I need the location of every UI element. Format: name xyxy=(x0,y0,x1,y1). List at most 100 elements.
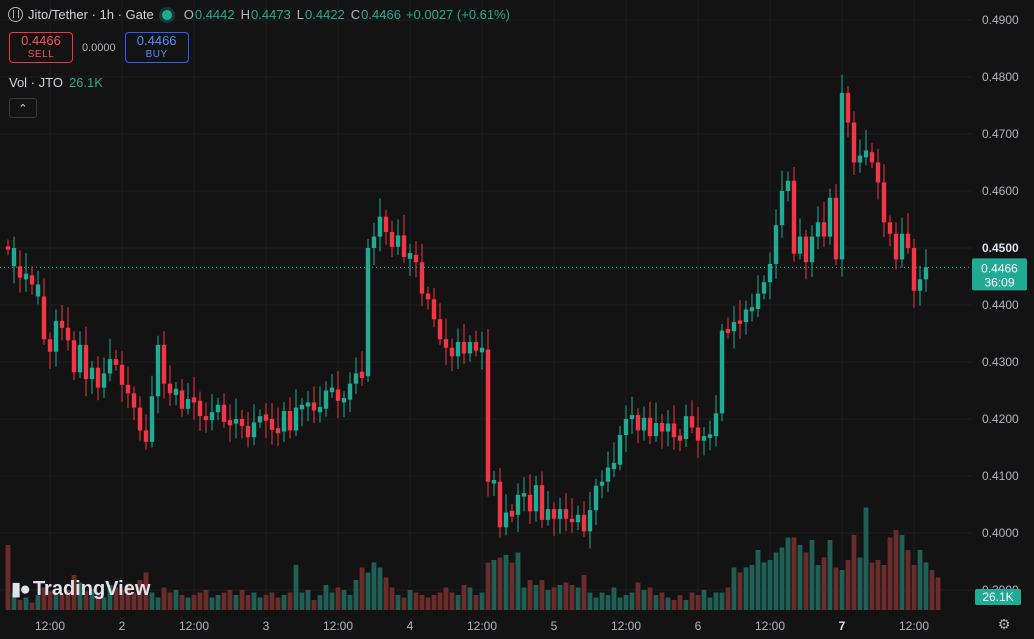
volume-bar xyxy=(131,592,137,610)
candle-body xyxy=(599,481,605,486)
candle-body xyxy=(509,510,515,517)
buy-button[interactable]: 0.4466 BUY xyxy=(124,32,189,63)
candle-body xyxy=(161,344,167,384)
volume-bar xyxy=(125,583,131,610)
volume-tag xyxy=(975,589,1021,605)
volume-bar xyxy=(587,592,593,610)
candle-body xyxy=(665,423,671,432)
volume-bar xyxy=(659,592,665,610)
x-tick-label: 12:00 xyxy=(611,619,641,633)
volume-bar xyxy=(473,595,479,610)
jito-coin-icon xyxy=(8,7,23,22)
chevron-up-icon[interactable]: ⌃ xyxy=(9,98,37,118)
volume-bar xyxy=(35,595,41,610)
open-value: 0.4442 xyxy=(194,7,235,22)
volume-bar xyxy=(317,595,323,610)
candle-body xyxy=(323,390,329,409)
candle-body xyxy=(305,402,311,407)
last-price-text: 0.4466 xyxy=(981,261,1018,275)
volume-legend[interactable]: Vol · JTO 26.1K xyxy=(9,75,103,90)
candle-body xyxy=(47,339,53,352)
volume-bar xyxy=(65,590,71,610)
volume-bar xyxy=(461,585,467,610)
candle-body xyxy=(71,340,77,373)
candle-body xyxy=(425,293,431,300)
symbol-title[interactable]: Jito/Tether · 1h · Gate xyxy=(28,7,154,22)
volume-bar xyxy=(695,595,701,610)
volume-bar xyxy=(533,585,539,610)
candle-body xyxy=(653,423,659,437)
candle-body xyxy=(575,514,581,523)
candle-body xyxy=(491,480,497,484)
volume-bar xyxy=(893,530,899,610)
spread-value: 0.0000 xyxy=(82,41,116,54)
candle-body xyxy=(401,235,407,258)
volume-bar xyxy=(119,590,125,610)
candle-body xyxy=(767,263,773,283)
volume-bar xyxy=(617,597,623,610)
candle-body xyxy=(713,413,719,437)
candle-body xyxy=(485,349,491,482)
volume-tag-text: 26.1K xyxy=(982,590,1013,604)
price-axis[interactable]: 0.4900 0.4800 0.4700 0.4600 0.4500 0.4400 0.43… xyxy=(982,13,1019,597)
candle-body xyxy=(239,419,245,426)
tradingview-logo[interactable]: ▮● TradingView xyxy=(11,578,150,601)
time-axis[interactable]: 12:00 2 12:00 3 12:00 4 12:00 5 12:00 6 12:00 7 12:0… xyxy=(35,619,929,633)
volume-bar xyxy=(863,507,869,610)
volume-bar xyxy=(557,585,563,610)
volume-bar xyxy=(233,595,239,610)
volume-bar xyxy=(23,597,29,610)
candle-body xyxy=(335,389,341,401)
candle-body xyxy=(11,247,17,267)
candle-body xyxy=(101,373,107,388)
y-tick-label: 0.4800 xyxy=(982,70,1019,84)
candle-body xyxy=(893,233,899,260)
candle-body xyxy=(17,266,23,278)
candle-body xyxy=(173,388,179,396)
candle-body xyxy=(5,246,11,250)
candle-body xyxy=(269,419,275,430)
volume-bar xyxy=(545,590,551,610)
candle-body xyxy=(773,225,779,264)
candle-body xyxy=(119,364,125,385)
volume-bar xyxy=(935,577,941,610)
volume-bar xyxy=(887,537,893,610)
candle-body xyxy=(809,236,815,263)
candle-body xyxy=(827,197,833,237)
gear-icon[interactable]: ⚙ xyxy=(997,616,1011,632)
volume-bar xyxy=(827,540,833,610)
volume-bar xyxy=(731,567,737,610)
candle-body xyxy=(299,404,305,410)
volume-bar xyxy=(257,597,263,610)
volume-bar xyxy=(407,590,413,610)
volume-bar xyxy=(773,552,779,610)
volume-bar xyxy=(197,592,203,610)
volume-bar xyxy=(701,590,707,610)
x-tick-label: 12:00 xyxy=(467,619,497,633)
candle-body xyxy=(149,396,155,442)
candle-body xyxy=(623,419,629,435)
volume-bar xyxy=(155,597,161,610)
candle-body xyxy=(461,342,467,354)
volume-bar xyxy=(767,560,773,610)
volume-bar xyxy=(191,595,197,610)
volume-bar xyxy=(647,587,653,610)
candle-body xyxy=(779,190,785,226)
volume-bar xyxy=(581,575,587,610)
volume-bar xyxy=(323,585,329,610)
volume-bar xyxy=(53,592,59,610)
candle-body xyxy=(923,267,929,280)
y-tick-label: 0.4300 xyxy=(982,355,1019,369)
volume-bar xyxy=(269,592,275,610)
candle-body xyxy=(251,422,257,438)
sell-button[interactable]: 0.4466 SELL xyxy=(9,32,73,63)
volume-bar xyxy=(497,557,503,610)
volume-bar xyxy=(737,572,743,610)
volume-bar xyxy=(479,592,485,610)
candle-body xyxy=(467,342,473,354)
volume-bar xyxy=(173,590,179,610)
volume-value: 26.1K xyxy=(68,75,103,90)
volume-bar xyxy=(251,592,257,610)
y-tick-label: 0.4000 xyxy=(982,526,1019,540)
